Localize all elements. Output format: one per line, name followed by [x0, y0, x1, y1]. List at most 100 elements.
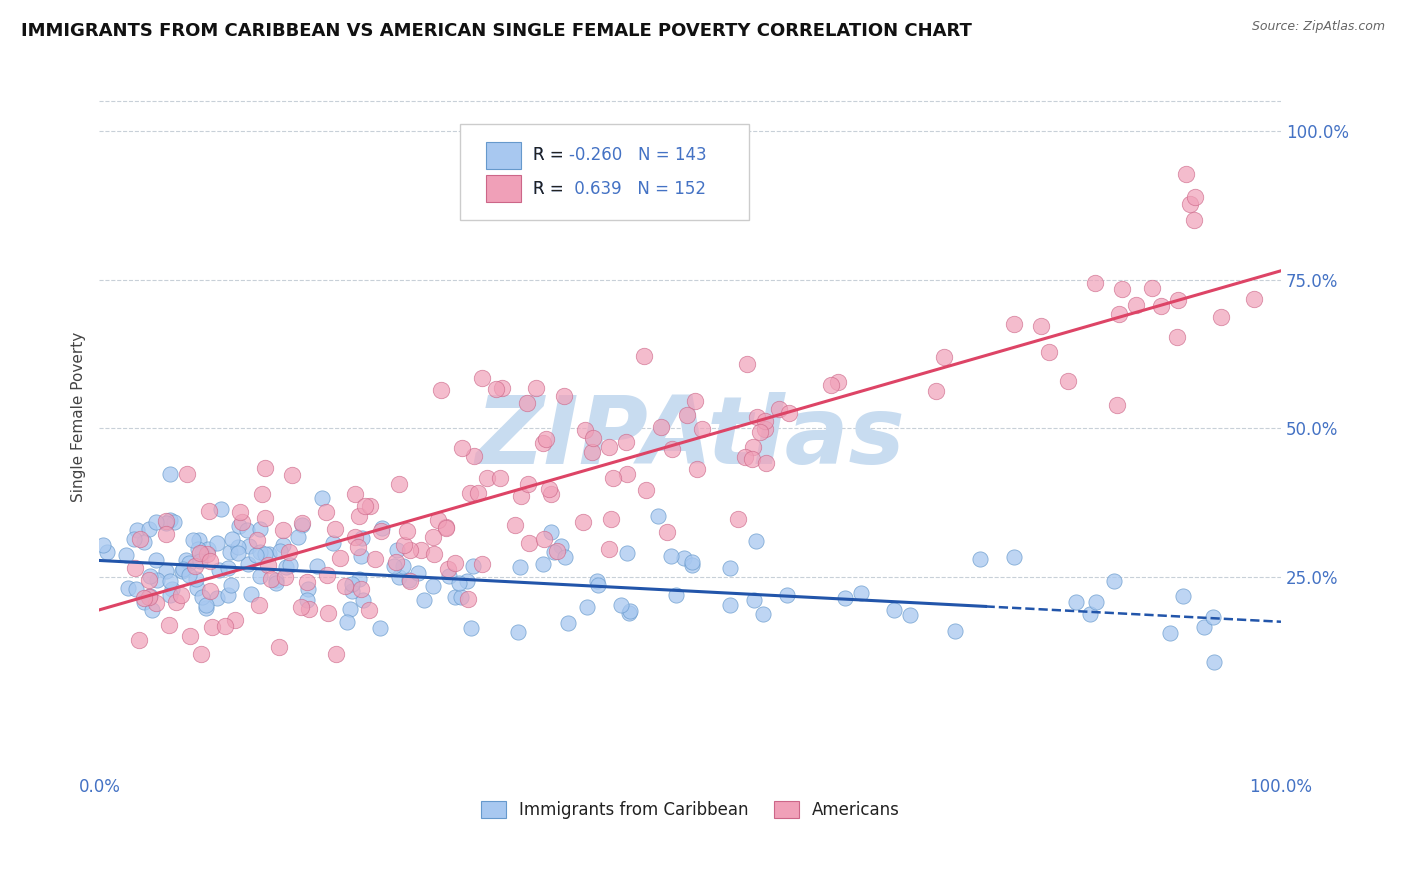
- Point: [754, 422, 776, 436]
- Point: [1057, 374, 1080, 388]
- Point: [274, 560, 297, 574]
- Point: [768, 402, 790, 417]
- Point: [574, 423, 596, 437]
- Text: R = -0.260   N = 143: R = -0.260 N = 143: [533, 145, 707, 163]
- Point: [221, 532, 243, 546]
- Point: [741, 451, 763, 466]
- Point: [602, 471, 624, 485]
- Point: [883, 603, 905, 617]
- Point: [399, 543, 422, 558]
- Point: [316, 568, 339, 582]
- Point: [392, 559, 415, 574]
- Point: [315, 505, 337, 519]
- Point: [444, 556, 467, 570]
- Point: [127, 523, 149, 537]
- Point: [745, 409, 768, 424]
- Point: [434, 520, 457, 534]
- Point: [134, 591, 156, 605]
- Point: [138, 573, 160, 587]
- Point: [93, 538, 115, 552]
- Point: [598, 440, 620, 454]
- Point: [129, 532, 152, 546]
- Point: [1084, 276, 1107, 290]
- Point: [647, 509, 669, 524]
- Point: [245, 548, 267, 562]
- Point: [1211, 310, 1233, 325]
- Point: [456, 574, 478, 588]
- Point: [634, 483, 657, 497]
- Point: [174, 553, 197, 567]
- Point: [1202, 610, 1225, 624]
- Point: [1078, 607, 1101, 621]
- Point: [392, 538, 415, 552]
- Point: [322, 536, 344, 550]
- Point: [191, 590, 214, 604]
- Point: [385, 556, 408, 570]
- Point: [217, 588, 239, 602]
- Point: [295, 593, 318, 607]
- Point: [422, 579, 444, 593]
- Point: [269, 543, 291, 558]
- Point: [553, 389, 575, 403]
- Point: [531, 436, 554, 450]
- Point: [195, 547, 218, 561]
- Point: [735, 357, 758, 371]
- Point: [295, 574, 318, 589]
- Point: [205, 535, 228, 549]
- Point: [155, 516, 177, 531]
- Text: ZIPAtlas: ZIPAtlas: [475, 392, 905, 484]
- Point: [224, 613, 246, 627]
- Point: [1125, 298, 1147, 312]
- Point: [228, 518, 250, 533]
- Point: [179, 629, 201, 643]
- Point: [146, 573, 169, 587]
- Point: [172, 562, 194, 576]
- Point: [537, 482, 560, 496]
- Point: [543, 545, 565, 559]
- Point: [718, 560, 741, 574]
- Point: [820, 377, 842, 392]
- Point: [898, 608, 921, 623]
- Point: [240, 586, 263, 600]
- Point: [752, 607, 775, 622]
- Point: [208, 563, 231, 577]
- FancyBboxPatch shape: [486, 142, 522, 169]
- Point: [616, 546, 638, 560]
- Point: [517, 536, 540, 550]
- Point: [191, 546, 214, 560]
- Point: [155, 514, 177, 528]
- Point: [727, 512, 749, 526]
- Point: [1102, 574, 1125, 588]
- Point: [524, 381, 547, 395]
- Point: [274, 569, 297, 583]
- Point: [471, 557, 494, 571]
- Point: [138, 590, 160, 604]
- Point: [145, 553, 167, 567]
- Point: [385, 543, 408, 558]
- Point: [614, 435, 637, 450]
- Point: [219, 578, 242, 592]
- Point: [681, 555, 703, 569]
- Point: [925, 384, 948, 399]
- Point: [311, 491, 333, 505]
- Point: [177, 567, 200, 582]
- Point: [359, 499, 381, 513]
- Text: R =: R =: [533, 180, 564, 198]
- Point: [676, 408, 699, 422]
- Point: [247, 598, 270, 612]
- Point: [509, 489, 531, 503]
- Point: [350, 549, 373, 563]
- Point: [253, 461, 276, 475]
- Point: [197, 542, 219, 557]
- Point: [388, 569, 411, 583]
- Point: [190, 554, 212, 568]
- Point: [1108, 307, 1130, 321]
- Point: [1178, 197, 1201, 211]
- Point: [254, 510, 277, 524]
- Point: [165, 595, 187, 609]
- Point: [364, 551, 387, 566]
- Point: [333, 579, 356, 593]
- Point: [463, 449, 485, 463]
- Point: [349, 572, 371, 586]
- Point: [776, 588, 799, 602]
